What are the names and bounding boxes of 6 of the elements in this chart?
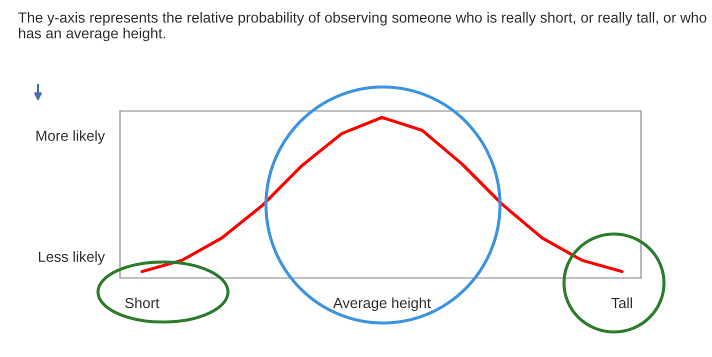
text: More likely [36,130,105,144]
text: Less likely [38,251,105,265]
x-tick-label: Tall [611,297,632,308]
x-tick-label: Average height [333,297,431,312]
x-tick-label: Short [125,297,160,308]
chart-title: The y-axis represents the relative probability of observing someone who is really short, or really tall, or who has an average height. [18,12,706,42]
